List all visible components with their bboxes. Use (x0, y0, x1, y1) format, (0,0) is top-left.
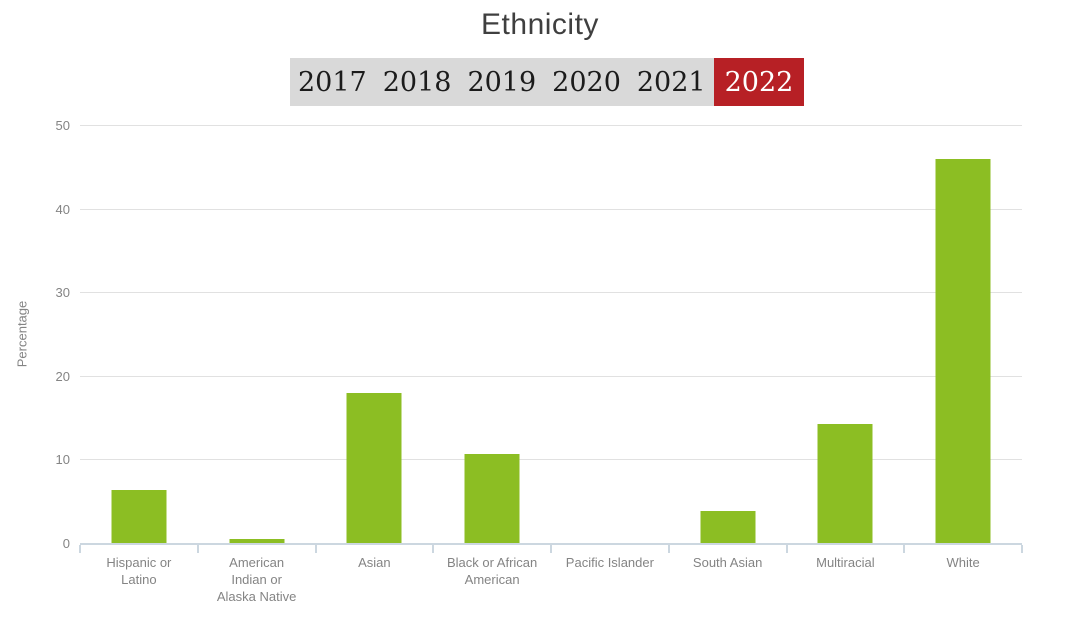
bar-slot (80, 125, 198, 543)
x-axis-tick (314, 545, 317, 553)
x-category-label-text: Multiracial (816, 555, 875, 570)
bar-american-indian-or-alaska-native[interactable] (229, 538, 285, 543)
x-category-label: Multiracial (787, 554, 905, 605)
bar-white[interactable] (935, 159, 991, 543)
y-tick-label-40: 40 (55, 201, 70, 217)
x-category-label: Hispanic or Latino (80, 554, 198, 605)
bar-slot (787, 125, 905, 543)
x-axis-category-labels: Hispanic or Latino American Indian or Ala… (80, 554, 1022, 605)
gridline-40 (80, 208, 1022, 210)
x-axis-tick (903, 545, 906, 553)
x-category-label-text: Black or African American (446, 555, 538, 587)
year-tab-2020[interactable]: 2020 (552, 66, 621, 98)
gridline-10 (80, 459, 1022, 461)
y-tick-label-30: 30 (55, 285, 70, 301)
y-axis-title: Percentage (14, 300, 30, 368)
bar-slot (669, 125, 787, 543)
bar-slot (904, 125, 1022, 543)
x-axis-tick (785, 545, 788, 553)
year-tab-2018[interactable]: 2018 (382, 66, 452, 98)
plot-area (79, 125, 1023, 553)
x-category-label-text: Pacific Islander (565, 555, 654, 570)
bar-group (80, 125, 1022, 543)
x-axis-tick (667, 545, 670, 553)
bar-asian[interactable] (346, 392, 402, 543)
y-tick-label-10: 10 (55, 452, 70, 468)
x-category-label-text: South Asian (692, 555, 763, 570)
x-axis-tick (1021, 545, 1023, 553)
bar-slot (433, 125, 551, 543)
x-category-label-text: American Indian or Alaska Native (216, 555, 297, 604)
bar-multiracial[interactable] (817, 424, 873, 543)
bar-black-or-african-american[interactable] (464, 453, 520, 543)
year-tab-bar: 2017 2018 2019 2020 2021 2022 (290, 58, 805, 106)
x-category-label: South Asian (669, 554, 787, 605)
chart-title: Ethnicity (481, 8, 599, 41)
y-tick-label-0: 0 (62, 536, 70, 551)
gridline-30 (80, 292, 1022, 294)
x-axis-tick (550, 545, 552, 553)
x-category-label: Asian (316, 554, 434, 605)
y-tick-label-50: 50 (55, 118, 70, 133)
year-tab-2022[interactable]: 2022 (713, 58, 805, 106)
x-category-label: Pacific Islander (551, 554, 669, 605)
bar-hispanic-or-latino[interactable] (111, 490, 167, 543)
x-axis-tick (79, 545, 81, 553)
y-tick-label-20: 20 (55, 368, 70, 384)
x-category-label: White (904, 554, 1022, 605)
x-category-label: American Indian or Alaska Native (198, 554, 316, 605)
year-tab-2019[interactable]: 2019 (467, 66, 537, 98)
x-axis-tick (432, 545, 435, 553)
year-tab-2017[interactable]: 2017 (298, 66, 367, 98)
bar-south-asian[interactable] (700, 511, 756, 543)
bar-slot (198, 125, 316, 543)
gridline-50 (80, 125, 1022, 126)
x-category-label: Black or African American (433, 554, 551, 605)
bar-slot (551, 125, 669, 543)
x-category-label-text: Hispanic or Latino (106, 555, 172, 587)
bar-slot (316, 125, 434, 543)
x-category-label-text: White (946, 555, 980, 570)
x-axis-tick (196, 545, 199, 553)
year-tab-2021[interactable]: 2021 (636, 66, 706, 98)
x-category-label-text: Asian (358, 555, 391, 570)
gridline-20 (80, 375, 1022, 377)
